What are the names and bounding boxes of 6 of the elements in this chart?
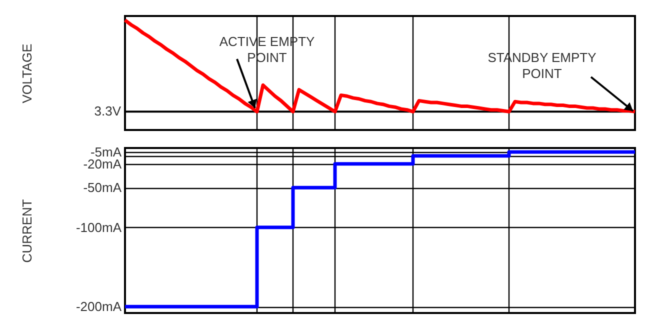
text: 3.3V xyxy=(94,104,122,119)
y-tick-label: -200mA xyxy=(76,299,122,314)
y-axis-title: VOLTAGE xyxy=(20,43,34,104)
y-axis-title: CURRENT xyxy=(20,199,34,263)
y-tick-label: -100mA xyxy=(76,220,122,235)
y-tick-label: -50mA xyxy=(83,180,122,196)
